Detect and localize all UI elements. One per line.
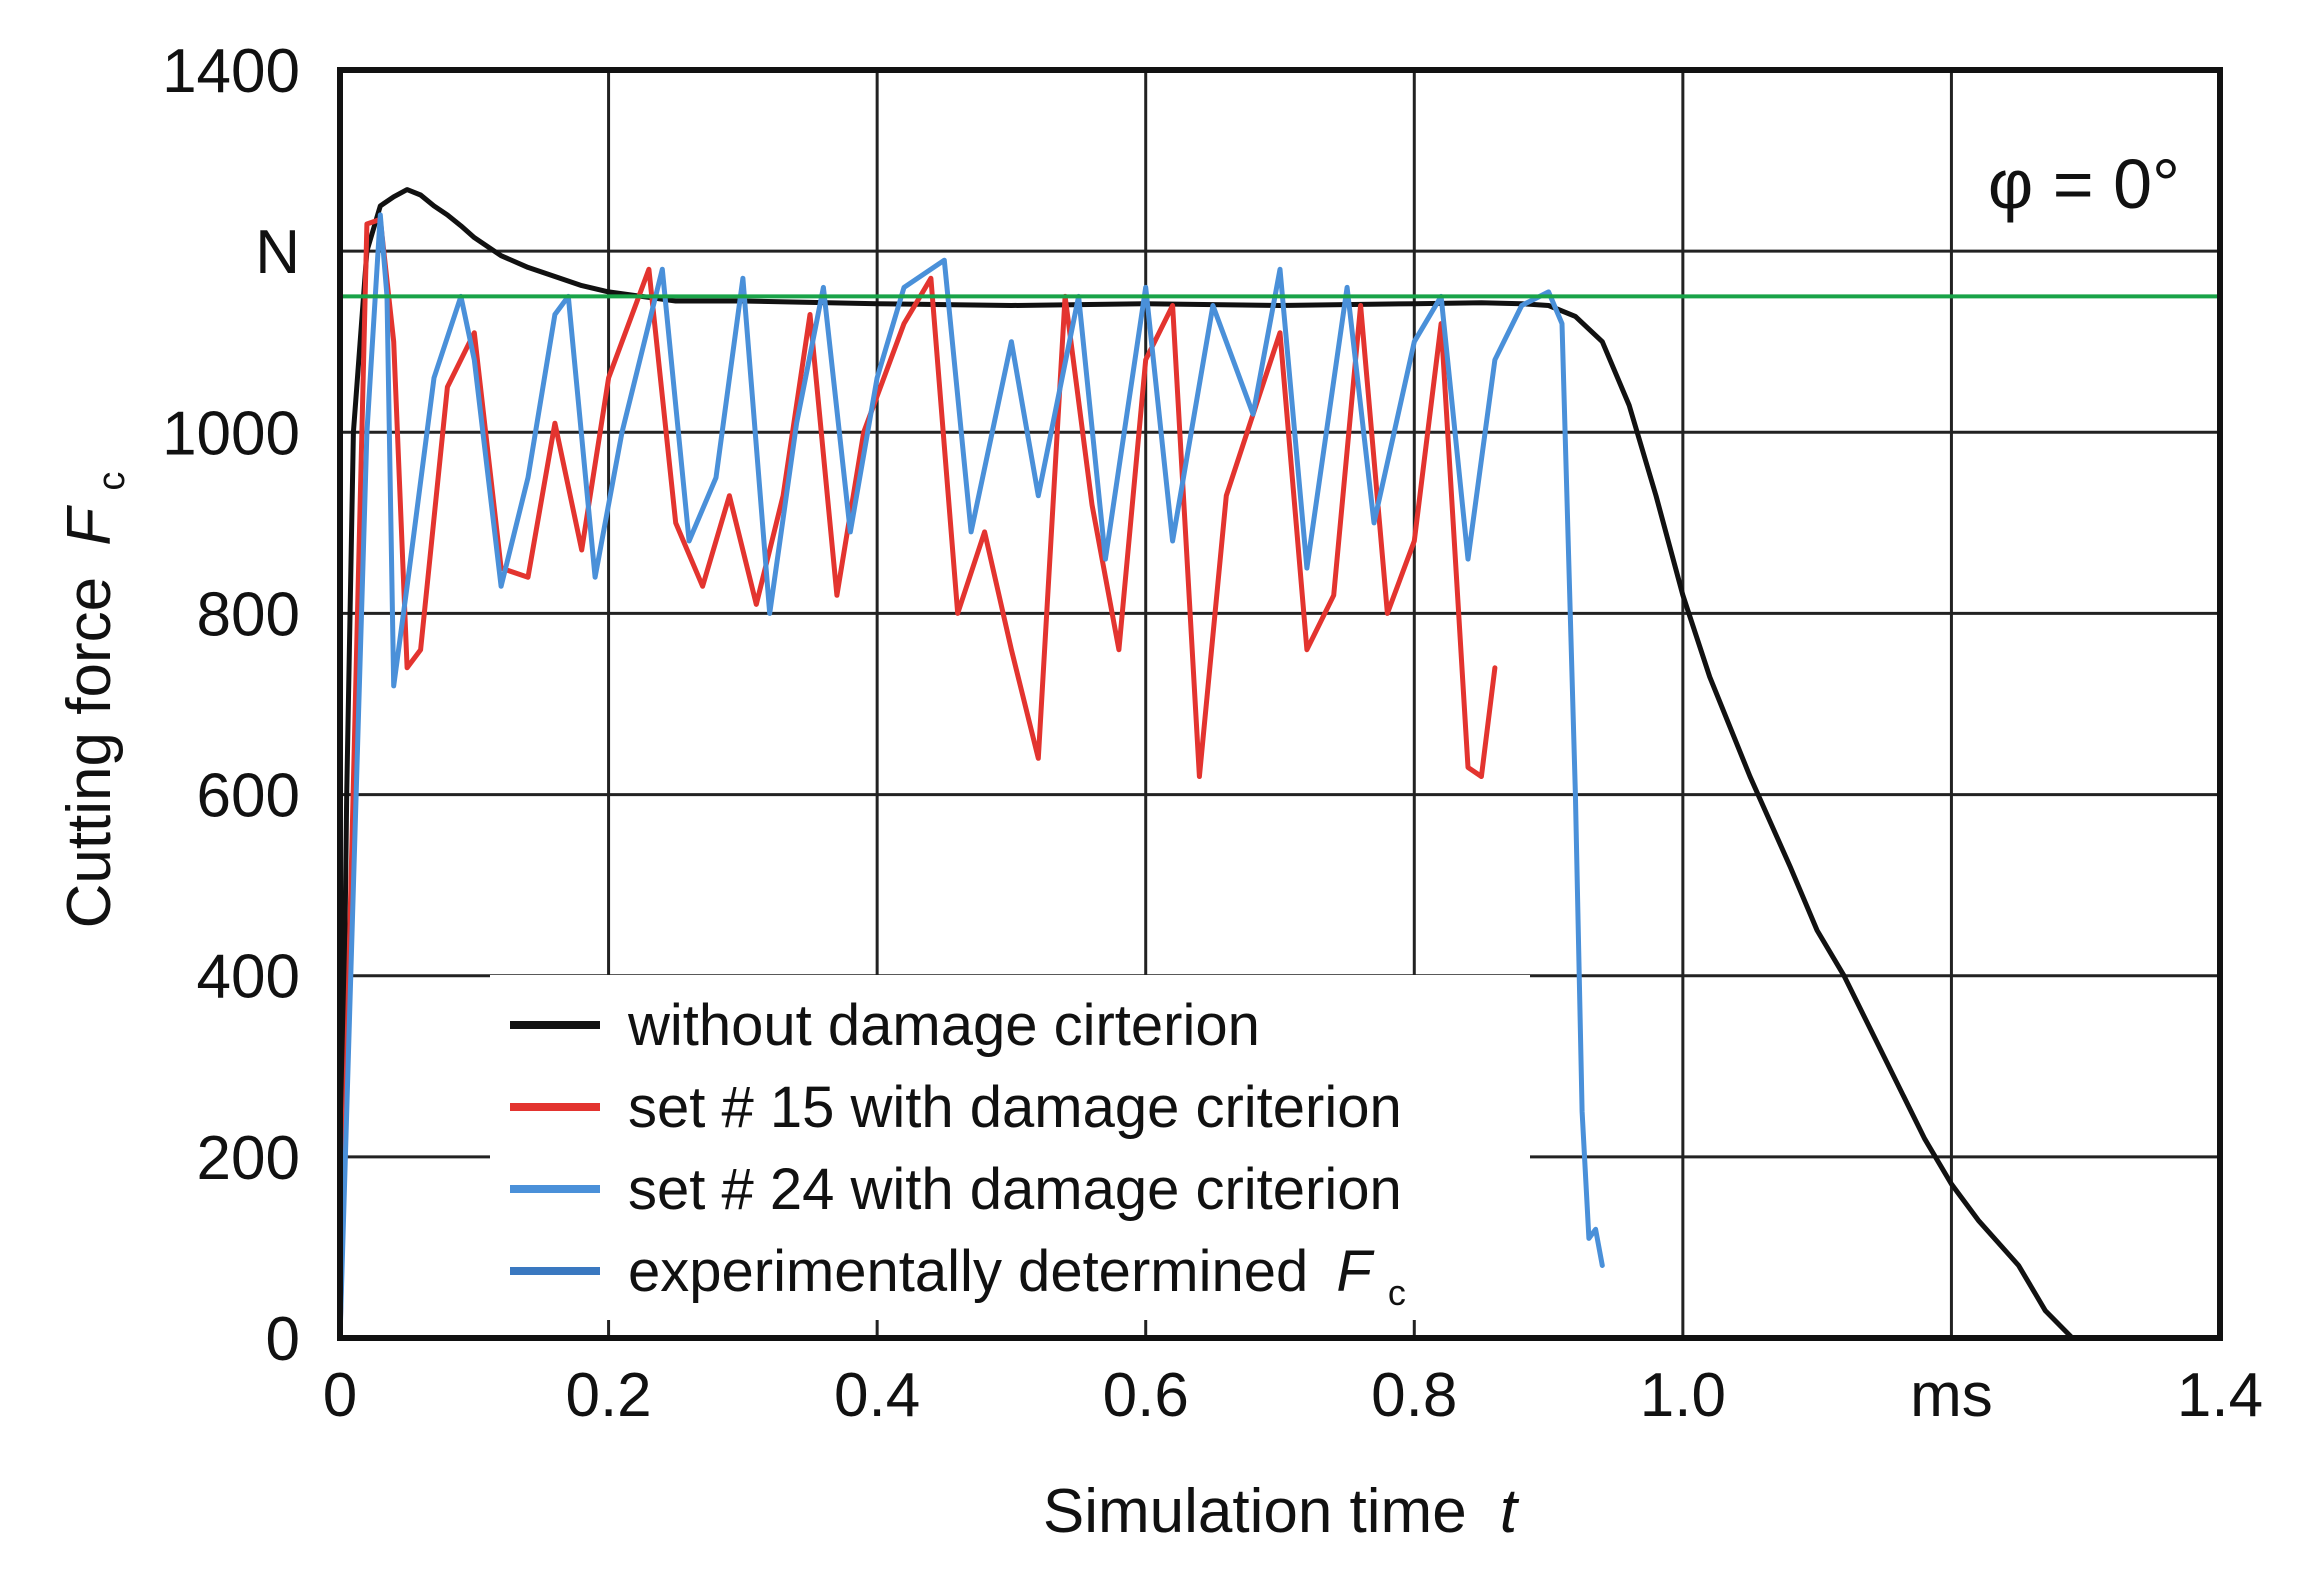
legend-label-without-damage: without damage cirterion [627, 993, 1260, 1058]
y-axis-label-sub: c [91, 472, 133, 491]
x-axis-label-var: t [1500, 1477, 1520, 1546]
legend-label-experimental-var: F [1336, 1239, 1375, 1304]
y-tick-label: 600 [197, 762, 300, 831]
legend-label-set-15: set # 15 with damage criterion [628, 1075, 1402, 1140]
plot-frame [337, 67, 2223, 1341]
series-set-24 [337, 212, 1605, 1341]
legend-label-experimental: experimentally determined F c [628, 1239, 1406, 1313]
series-set-15 [337, 216, 1498, 1341]
tick-labels: 0 0.2 0.4 0.6 0.8 1.0 ms 1.4 0 200 400 600 800 1000 N 1… [162, 37, 2263, 1430]
y-axis-label-text: Cutting force [55, 577, 124, 929]
y-axis-label: Cutting force F c [55, 472, 133, 929]
y-tick-label: 1400 [162, 37, 300, 106]
y-tick-label: 800 [197, 580, 300, 649]
x-tick-label: 0 [323, 1361, 357, 1430]
y-tick-label: 1000 [162, 399, 300, 468]
x-tick-label: 0.6 [1103, 1361, 1189, 1430]
legend: without damage cirterion set # 15 with d… [490, 975, 1530, 1320]
legend-label-experimental-sub: c [1388, 1272, 1406, 1313]
x-tick-label: 0.4 [834, 1361, 920, 1430]
y-axis-label-var: F [55, 505, 124, 546]
x-tick-label: 1.4 [2177, 1361, 2263, 1430]
x-tick-label: ms [1910, 1361, 1993, 1430]
legend-label-experimental-text: experimentally determined [628, 1239, 1308, 1304]
x-axis-label-text: Simulation time [1043, 1477, 1467, 1546]
x-tick-label: 0.8 [1371, 1361, 1457, 1430]
y-tick-label: 200 [197, 1124, 300, 1193]
legend-label-set-24: set # 24 with damage criterion [628, 1157, 1402, 1222]
x-tick-label: 1.0 [1640, 1361, 1726, 1430]
angle-annotation: φ = 0° [1988, 145, 2180, 223]
x-axis-label: Simulation time t [1043, 1477, 1520, 1546]
y-tick-label: 400 [197, 943, 300, 1012]
x-tick-label: 0.2 [565, 1361, 651, 1430]
y-tick-label: N [255, 218, 300, 287]
y-tick-label: 0 [266, 1305, 300, 1374]
legend-background [490, 975, 1530, 1320]
series-lines [337, 187, 2222, 1341]
